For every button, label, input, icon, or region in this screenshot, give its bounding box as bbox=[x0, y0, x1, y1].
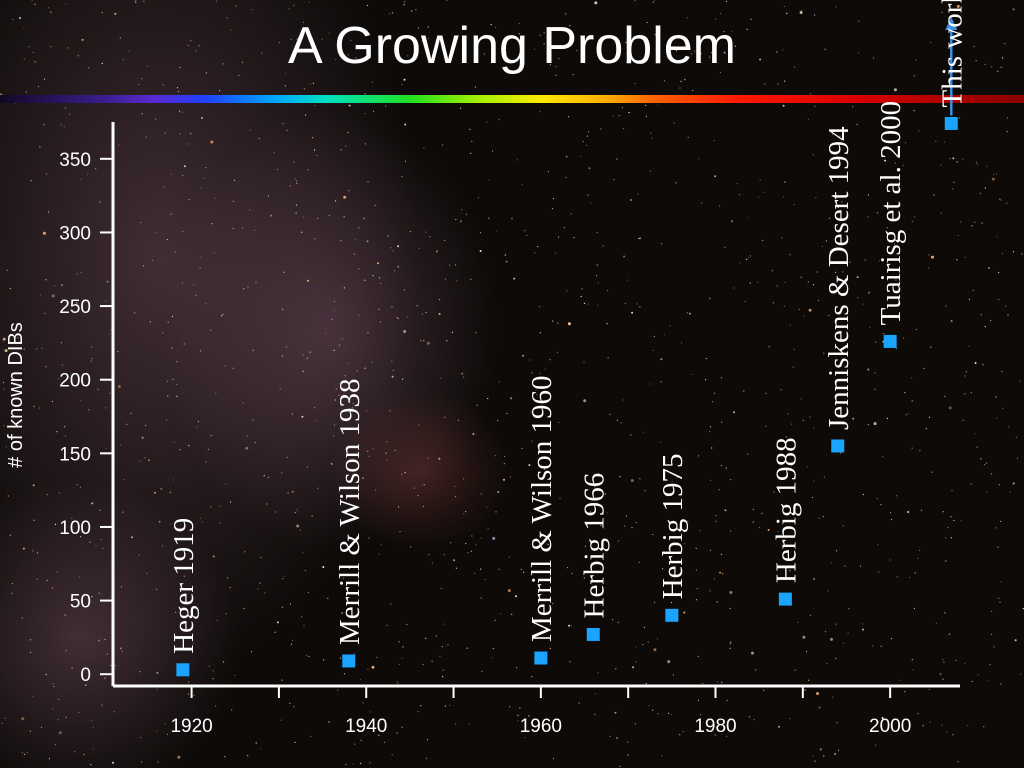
point-label: Merrill & Wilson 1938 bbox=[334, 378, 366, 645]
x-tick-label: 1960 bbox=[520, 716, 562, 737]
y-tick-label: 0 bbox=[80, 665, 91, 686]
x-tick-label: 1980 bbox=[694, 716, 736, 737]
data-point bbox=[176, 663, 190, 677]
data-point bbox=[665, 608, 679, 622]
y-tick-label: 250 bbox=[59, 297, 91, 318]
y-tick-label: 200 bbox=[59, 371, 91, 392]
point-label: Herbig 1975 bbox=[657, 454, 689, 600]
x-tick-label: 1940 bbox=[345, 716, 387, 737]
data-point bbox=[778, 592, 792, 606]
point-label: Herbig 1988 bbox=[770, 437, 802, 583]
data-points bbox=[176, 116, 958, 677]
point-label: Merrill & Wilson 1960 bbox=[526, 375, 558, 642]
point-label: Heger 1919 bbox=[168, 518, 200, 654]
y-axis-label: # of known DIBs bbox=[5, 322, 27, 468]
point-label: This work bbox=[936, 0, 968, 108]
slide-title: A Growing Problem bbox=[288, 17, 736, 75]
point-label: Tuairisg et al. 2000 bbox=[875, 101, 907, 325]
point-label: Herbig 1966 bbox=[578, 473, 610, 619]
point-labels: Heger 1919 Merrill & Wilson 1938 Merrill &… bbox=[168, 0, 968, 654]
y-tick-label: 50 bbox=[70, 592, 91, 613]
data-point bbox=[342, 654, 356, 668]
y-tick-label: 150 bbox=[59, 444, 91, 465]
data-point bbox=[831, 439, 845, 453]
point-label: Jenniskens & Desert 1994 bbox=[823, 126, 855, 430]
y-tick-label: 100 bbox=[59, 518, 91, 539]
y-tick-label: 300 bbox=[59, 223, 91, 244]
data-point bbox=[534, 651, 548, 665]
data-point bbox=[944, 116, 958, 130]
spectrum-bar bbox=[0, 95, 1024, 103]
x-tick-label: 1920 bbox=[170, 716, 212, 737]
growth-arrow-head bbox=[945, 17, 958, 30]
axis-ticks: 0 50 100 150 200 250 300 350 1920 1940 1960 1980 200… bbox=[59, 150, 911, 737]
data-point bbox=[586, 627, 600, 641]
x-tick-label: 2000 bbox=[869, 716, 911, 737]
axes bbox=[111, 17, 960, 688]
data-point bbox=[883, 334, 897, 348]
y-tick-label: 350 bbox=[59, 150, 91, 171]
